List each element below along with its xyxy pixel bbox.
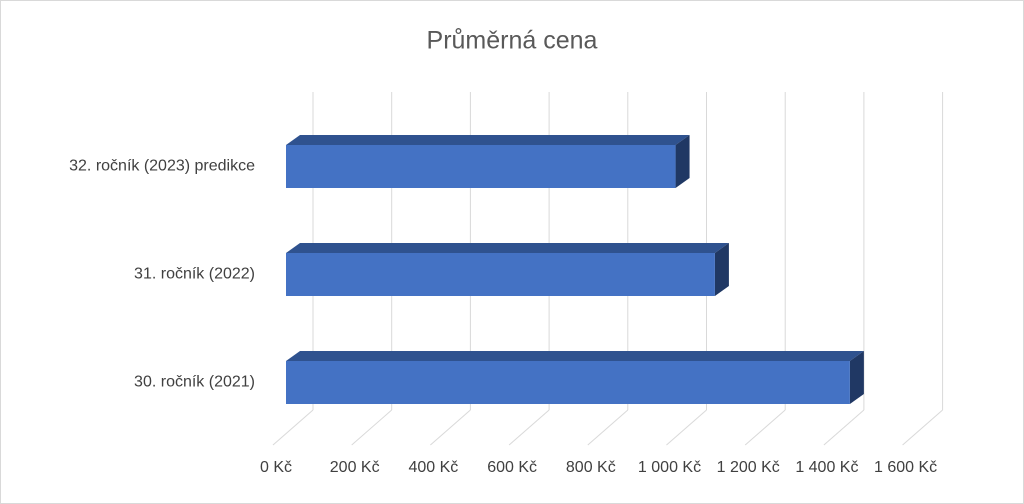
bar-top: [286, 243, 729, 253]
bar-side: [849, 351, 864, 404]
bar-top: [286, 135, 690, 145]
bar: [286, 145, 676, 188]
y-tick-label: 30. ročník (2021): [134, 374, 255, 391]
x-tick-label: 1 400 Kč: [795, 459, 858, 476]
x-tick-label: 200 Kč: [330, 459, 380, 476]
x-tick-label: 1 200 Kč: [717, 459, 780, 476]
x-tick-label: 0 Kč: [260, 459, 292, 476]
floor-grid-line: [823, 409, 865, 446]
x-tick-label: 800 Kč: [566, 459, 616, 476]
floor-grid-line: [272, 409, 314, 446]
x-tick-label: 1 600 Kč: [874, 459, 937, 476]
floor-grid-line: [666, 409, 707, 446]
floor-grid-line: [508, 409, 550, 446]
bar: [286, 253, 715, 296]
bar-side: [675, 135, 690, 188]
floor-grid-line: [902, 409, 943, 446]
bar: [286, 361, 850, 404]
y-tick-label: 31. ročník (2022): [134, 266, 255, 283]
floor-grid-line: [351, 409, 393, 446]
bar-side: [714, 243, 729, 296]
x-tick-label: 400 Kč: [408, 459, 458, 476]
floor-grid-line: [587, 409, 629, 446]
chart-title: Průměrná cena: [427, 27, 598, 55]
floor-grid-line: [744, 409, 786, 446]
y-tick-label: 32. ročník (2023) predikce: [69, 158, 255, 175]
floor-grid-line: [430, 409, 471, 446]
x-tick-label: 1 000 Kč: [638, 459, 701, 476]
bar-top: [286, 351, 864, 361]
x-tick-label: 600 Kč: [487, 459, 537, 476]
